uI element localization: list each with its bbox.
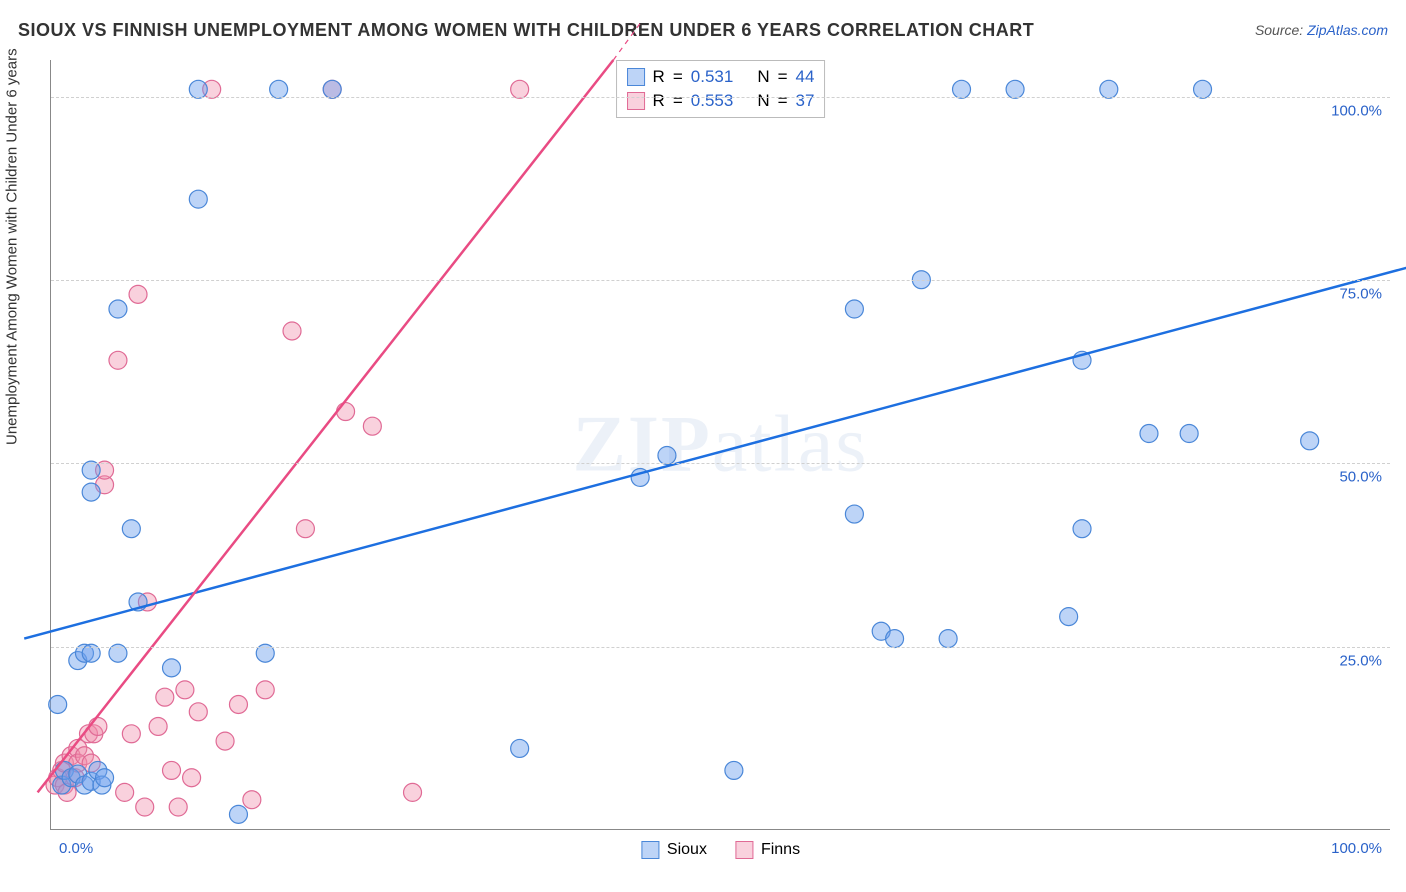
point-sioux xyxy=(845,505,863,523)
point-sioux xyxy=(1301,432,1319,450)
stats-eq2: = xyxy=(778,67,788,87)
point-finns xyxy=(404,783,422,801)
gridline xyxy=(51,463,1390,464)
point-finns xyxy=(256,681,274,699)
stats-R-sioux: 0.531 xyxy=(691,67,734,87)
point-sioux xyxy=(270,80,288,98)
point-finns xyxy=(296,520,314,538)
stats-N-label: N xyxy=(757,67,769,87)
point-sioux xyxy=(939,630,957,648)
source-attribution: Source: ZipAtlas.com xyxy=(1255,22,1388,38)
stats-eq4: = xyxy=(778,91,788,111)
point-finns xyxy=(216,732,234,750)
point-sioux xyxy=(725,761,743,779)
swatch-finns xyxy=(627,92,645,110)
point-sioux xyxy=(1073,520,1091,538)
chart-svg xyxy=(51,60,1390,829)
point-sioux xyxy=(96,769,114,787)
point-sioux xyxy=(323,80,341,98)
bottom-legend: Sioux Finns xyxy=(641,841,800,859)
stats-N-label2: N xyxy=(757,91,769,111)
x-tick-min: 0.0% xyxy=(59,840,93,857)
point-sioux xyxy=(122,520,140,538)
point-finns xyxy=(163,761,181,779)
point-finns xyxy=(243,791,261,809)
point-finns xyxy=(183,769,201,787)
y-tick-label: 50.0% xyxy=(1339,469,1382,486)
legend-item-sioux: Sioux xyxy=(641,841,707,859)
legend-swatch-sioux xyxy=(641,841,659,859)
gridline xyxy=(51,97,1390,98)
point-finns xyxy=(136,798,154,816)
point-finns xyxy=(176,681,194,699)
point-finns xyxy=(89,717,107,735)
legend-item-finns: Finns xyxy=(735,841,800,859)
point-finns xyxy=(337,403,355,421)
plot-area: ZIPatlas R = 0.531 N = 44 R = 0.553 N xyxy=(50,60,1390,830)
stats-N-sioux: 44 xyxy=(796,67,815,87)
point-finns xyxy=(156,688,174,706)
point-sioux xyxy=(511,739,529,757)
trendline-finns xyxy=(38,60,614,792)
point-sioux xyxy=(163,659,181,677)
y-tick-label: 100.0% xyxy=(1331,102,1382,119)
point-sioux xyxy=(658,446,676,464)
point-sioux xyxy=(82,483,100,501)
legend-label-sioux: Sioux xyxy=(667,841,707,859)
point-finns xyxy=(169,798,187,816)
point-sioux xyxy=(109,300,127,318)
stats-eq3: = xyxy=(673,91,683,111)
point-finns xyxy=(511,80,529,98)
point-finns xyxy=(109,351,127,369)
stats-R-finns: 0.553 xyxy=(691,91,734,111)
point-sioux xyxy=(229,805,247,823)
chart-title: SIOUX VS FINNISH UNEMPLOYMENT AMONG WOME… xyxy=(18,20,1034,41)
point-finns xyxy=(129,285,147,303)
stats-legend-box: R = 0.531 N = 44 R = 0.553 N = 37 xyxy=(616,60,826,118)
point-sioux xyxy=(1194,80,1212,98)
point-sioux xyxy=(189,80,207,98)
stats-R-label2: R xyxy=(653,91,665,111)
legend-label-finns: Finns xyxy=(761,841,800,859)
stats-R-label: R xyxy=(653,67,665,87)
point-finns xyxy=(149,717,167,735)
point-sioux xyxy=(49,696,67,714)
point-sioux xyxy=(845,300,863,318)
y-axis-label: Unemployment Among Women with Children U… xyxy=(4,48,21,445)
point-sioux xyxy=(1100,80,1118,98)
point-sioux xyxy=(1006,80,1024,98)
point-sioux xyxy=(953,80,971,98)
point-finns xyxy=(229,696,247,714)
gridline xyxy=(51,647,1390,648)
y-tick-label: 25.0% xyxy=(1339,652,1382,669)
point-sioux xyxy=(1180,425,1198,443)
source-link[interactable]: ZipAtlas.com xyxy=(1307,22,1388,38)
x-tick-max: 100.0% xyxy=(1331,840,1382,857)
point-finns xyxy=(189,703,207,721)
point-sioux xyxy=(1060,608,1078,626)
stats-N-finns: 37 xyxy=(796,91,815,111)
point-sioux xyxy=(189,190,207,208)
point-finns xyxy=(363,417,381,435)
source-label: Source: xyxy=(1255,22,1307,38)
point-finns xyxy=(116,783,134,801)
stats-row-sioux: R = 0.531 N = 44 xyxy=(627,65,815,89)
trendline-sioux xyxy=(24,265,1406,639)
gridline xyxy=(51,280,1390,281)
point-sioux xyxy=(886,630,904,648)
point-sioux xyxy=(1140,425,1158,443)
legend-swatch-finns xyxy=(735,841,753,859)
point-finns xyxy=(122,725,140,743)
stats-row-finns: R = 0.553 N = 37 xyxy=(627,89,815,113)
point-finns xyxy=(283,322,301,340)
chart-container: SIOUX VS FINNISH UNEMPLOYMENT AMONG WOME… xyxy=(0,0,1406,892)
swatch-sioux xyxy=(627,68,645,86)
stats-eq: = xyxy=(673,67,683,87)
y-tick-label: 75.0% xyxy=(1339,286,1382,303)
